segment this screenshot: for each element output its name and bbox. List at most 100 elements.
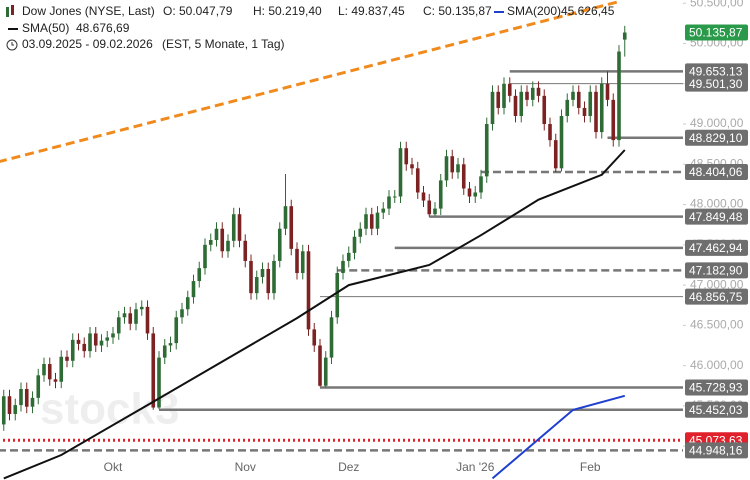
candle-body	[410, 164, 414, 169]
candle-body	[180, 309, 184, 318]
x-tick-label: Feb	[580, 460, 601, 474]
candle-body	[76, 339, 81, 344]
y-tick-label: 50.500,00	[690, 0, 744, 9]
candle-body	[226, 240, 230, 252]
candle-body	[484, 124, 489, 177]
x-tick-label: Dez	[338, 460, 359, 474]
open-text: O: 50.047,79	[163, 4, 233, 18]
candle-body	[93, 333, 98, 346]
candle-body	[168, 343, 173, 346]
candle-body	[588, 91, 593, 116]
candle-body	[116, 317, 121, 334]
candle-body	[99, 340, 104, 346]
x-tick-label: Nov	[235, 460, 256, 474]
level-label: 47.182,90	[689, 264, 743, 278]
candle-body	[571, 91, 575, 100]
candle-body	[542, 95, 547, 125]
candle-body	[157, 357, 161, 408]
candle-body	[565, 99, 570, 116]
high-text: H: 50.219,40	[253, 4, 322, 18]
candle-body	[479, 176, 483, 193]
candle-body	[111, 333, 115, 338]
level-label: 50.135,87	[689, 26, 743, 40]
close-text: C: 50.135,87	[423, 4, 492, 18]
candle-body	[289, 206, 294, 249]
candle-body	[576, 91, 581, 108]
y-tick-label: 48.000,00	[690, 197, 744, 211]
candle-body	[427, 200, 432, 215]
candle-body	[392, 196, 397, 198]
candle-body	[254, 277, 259, 294]
candle-body	[266, 268, 271, 294]
candle-body	[530, 87, 535, 100]
candle-body	[260, 268, 265, 278]
candle-body	[559, 115, 564, 169]
sma-line	[491, 394, 626, 480]
candle-body	[36, 375, 41, 398]
candle-body	[375, 212, 380, 229]
level-box	[685, 129, 748, 146]
level-label: 49.653,13	[689, 65, 743, 79]
candle-body	[456, 164, 460, 173]
y-tick-label: 47.000,00	[690, 277, 744, 291]
candle-body	[214, 228, 219, 240]
level-label: 48.829,10	[689, 131, 743, 145]
candle-body	[318, 345, 322, 386]
candle-body	[450, 156, 455, 173]
candle-body	[243, 240, 248, 261]
candle-body	[145, 306, 150, 334]
level-box	[685, 75, 748, 92]
level-label: 49.501,30	[689, 77, 743, 91]
candle-body	[467, 188, 472, 197]
candle-body	[548, 124, 552, 141]
instrument-title: Dow Jones (NYSE, Last)	[22, 4, 155, 18]
level-label: 45.452,03	[689, 403, 743, 417]
level-label: 45.728,93	[689, 381, 743, 395]
level-box	[685, 24, 748, 41]
x-tick-label: Jan '26	[456, 460, 495, 474]
candle-body	[421, 192, 426, 201]
candle-body	[134, 309, 138, 324]
candle-body	[525, 91, 529, 100]
candle-body	[231, 214, 236, 241]
candle-body	[7, 396, 12, 414]
level-box	[685, 164, 748, 181]
legend-name: SMA(50)	[22, 21, 69, 35]
candle-body	[594, 91, 598, 133]
candle-body	[404, 148, 409, 165]
level-box	[685, 262, 748, 279]
candle-body	[461, 164, 466, 189]
candle-body	[128, 313, 133, 324]
candle-body	[88, 333, 92, 352]
candle-body	[582, 107, 587, 116]
icon	[11, 5, 14, 15]
level-box	[685, 288, 748, 305]
candle-body	[59, 356, 64, 382]
candle-body	[24, 388, 29, 407]
level-box	[685, 239, 748, 256]
candle-body	[197, 268, 202, 282]
candle-body	[53, 379, 58, 382]
candle-body	[381, 208, 386, 213]
candle-body	[415, 168, 420, 193]
clock-icon	[6, 39, 18, 51]
candle-body	[513, 95, 518, 116]
y-tick-label: 49.000,00	[690, 116, 744, 130]
candle-body	[19, 388, 23, 406]
candle-body	[329, 317, 334, 358]
candle-body	[335, 273, 340, 318]
level-label: 46.856,75	[689, 290, 743, 304]
candle-body	[346, 252, 351, 261]
candle-body	[553, 140, 558, 169]
legend-name: SMA(200)	[507, 4, 561, 18]
candle-body	[277, 228, 282, 261]
candle-body	[519, 91, 524, 116]
candle-body	[617, 51, 621, 141]
candle-body	[249, 260, 253, 294]
level-box	[685, 63, 748, 80]
candle-body	[536, 87, 541, 96]
candle-body	[358, 228, 363, 237]
candle-body	[105, 337, 110, 341]
candle-body	[70, 339, 75, 361]
candle-body	[473, 192, 478, 197]
